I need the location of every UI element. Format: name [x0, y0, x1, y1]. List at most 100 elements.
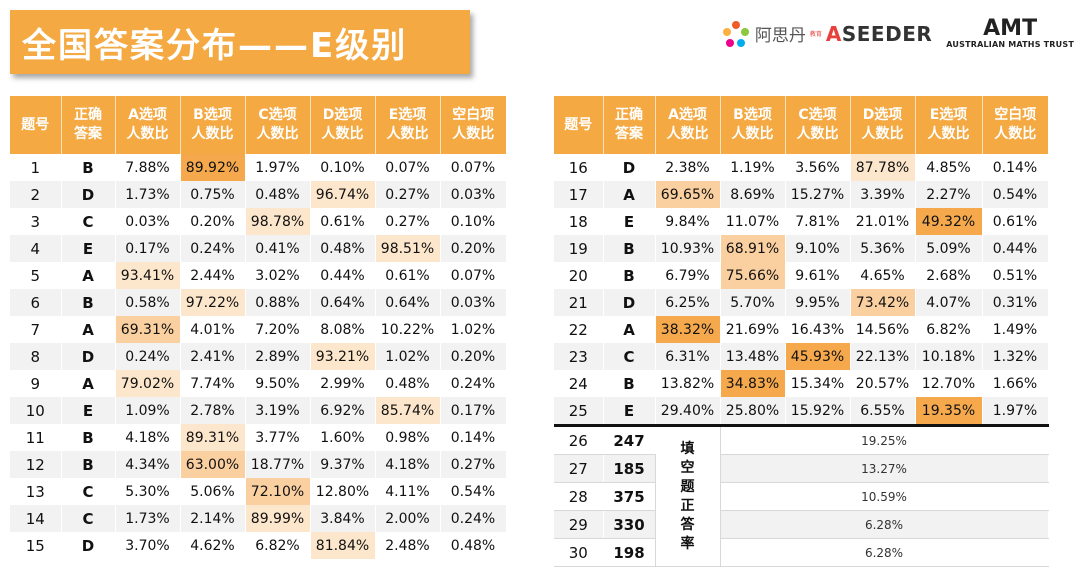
option-d-ratio: 14.56%	[850, 316, 916, 343]
option-d-ratio: 73.42%	[850, 289, 916, 316]
option-e-ratio: 19.35%	[915, 397, 983, 427]
option-e-ratio: 85.74%	[375, 397, 441, 424]
fill-correct-rate: 6.28%	[720, 510, 1049, 539]
option-blank-ratio: 0.20%	[440, 235, 507, 262]
question-number: 17	[554, 181, 604, 208]
header-num: 题号	[554, 96, 604, 154]
table-row: 15 D 3.70% 4.62% 6.82% 81.84% 2.48% 0.48%	[10, 532, 507, 559]
option-blank-ratio: 0.24%	[440, 505, 507, 532]
table-row: 3 C 0.03% 0.20% 98.78% 0.61% 0.27% 0.10%	[10, 208, 507, 235]
option-blank-ratio: 0.24%	[440, 370, 507, 397]
option-b-ratio: 0.20%	[180, 208, 246, 235]
answer-table-left: 题号 正确 答案 A选项 人数比 B选项 人数比 C选项 人数比 D选项 人数比 E选项人…	[10, 96, 507, 559]
option-blank-ratio: 0.20%	[440, 343, 507, 370]
table-row: 17 A 69.65% 8.69% 15.27% 3.39% 2.27% 0.54%	[554, 181, 1049, 208]
amt-logo: AMT AUSTRALIAN MATHS TRUST	[946, 18, 1074, 50]
question-number: 14	[10, 505, 62, 532]
fill-label-char: 正	[680, 497, 695, 514]
correct-answer: A	[603, 181, 656, 208]
option-e-ratio: 0.27%	[375, 181, 441, 208]
option-c-ratio: 7.20%	[245, 316, 311, 343]
table-row: 18 E 9.84% 11.07% 7.81% 21.01% 49.32% 0.61%	[554, 208, 1049, 235]
correct-answer: B	[61, 451, 116, 478]
fill-label-char: 题	[680, 478, 695, 495]
option-a-ratio: 0.17%	[115, 235, 181, 262]
fill-rate-label: 填空题正答率	[654, 425, 721, 567]
question-number: 6	[10, 289, 62, 316]
option-b-ratio: 1.19%	[720, 154, 786, 181]
option-blank-ratio: 0.48%	[440, 532, 507, 559]
option-b-ratio: 4.01%	[180, 316, 246, 343]
header-b: B选项 人数比	[180, 96, 246, 154]
header-c: C选项 人数比	[785, 96, 851, 154]
correct-answer: B	[61, 154, 116, 181]
logo-area: 阿思丹 教育 ASEEDER AMT AUSTRALIAN MATHS TRUS…	[721, 18, 1074, 49]
option-e-ratio: 0.98%	[375, 424, 441, 451]
correct-answer: C	[61, 208, 116, 235]
table-row: 12 B 4.34% 63.00% 18.77% 9.37% 4.18% 0.27%	[10, 451, 507, 478]
option-blank-ratio: 0.07%	[440, 262, 507, 289]
header-e: E选项 人数比	[375, 96, 441, 154]
fill-correct-rate: 10.59%	[720, 482, 1049, 511]
option-a-ratio: 1.09%	[115, 397, 181, 424]
option-e-ratio: 0.48%	[375, 370, 441, 397]
question-number: 24	[554, 370, 604, 397]
question-number: 19	[554, 235, 604, 262]
aseeder-flower-icon	[722, 20, 749, 47]
question-number: 22	[554, 316, 604, 343]
option-b-ratio: 34.83%	[720, 370, 786, 397]
question-number: 28	[554, 482, 604, 511]
correct-answer: B	[61, 289, 116, 316]
header-e: E选项 人数比	[915, 96, 983, 154]
question-number: 12	[10, 451, 62, 478]
aseeder-cn-name: 阿思丹	[754, 26, 806, 46]
question-number: 8	[10, 343, 62, 370]
option-blank-ratio: 0.03%	[440, 181, 507, 208]
option-a-ratio: 7.88%	[115, 154, 181, 181]
question-number: 10	[10, 397, 62, 424]
option-e-ratio: 2.00%	[375, 505, 441, 532]
correct-answer: C	[61, 505, 116, 532]
option-c-ratio: 1.97%	[245, 154, 311, 181]
option-blank-ratio: 0.14%	[440, 424, 507, 451]
option-d-ratio: 93.21%	[310, 343, 376, 370]
option-c-ratio: 0.41%	[245, 235, 311, 262]
question-number: 3	[10, 208, 62, 235]
option-d-ratio: 0.44%	[310, 262, 376, 289]
correct-answer: E	[603, 208, 656, 235]
table-row: 10 E 1.09% 2.78% 3.19% 6.92% 85.74% 0.17%	[10, 397, 507, 424]
question-number: 18	[554, 208, 604, 235]
question-number: 15	[10, 532, 62, 559]
option-a-ratio: 9.84%	[655, 208, 721, 235]
table-row: 20 B 6.79% 75.66% 9.61% 4.65% 2.68% 0.51%	[554, 262, 1049, 289]
option-c-ratio: 6.82%	[245, 532, 311, 559]
option-b-ratio: 75.66%	[720, 262, 786, 289]
option-c-ratio: 0.88%	[245, 289, 311, 316]
correct-answer: E	[61, 235, 116, 262]
option-e-ratio: 0.61%	[375, 262, 441, 289]
option-b-ratio: 13.48%	[720, 343, 786, 370]
option-b-ratio: 25.80%	[720, 397, 786, 427]
page-title: 全国答案分布——E级别	[22, 25, 408, 66]
table-row: 1 B 7.88% 89.92% 1.97% 0.10% 0.07% 0.07%	[10, 154, 507, 181]
option-b-ratio: 63.00%	[180, 451, 246, 478]
fill-row: 27 185 13.27%	[554, 454, 1049, 483]
correct-answer: E	[61, 397, 116, 424]
correct-answer: B	[61, 424, 116, 451]
option-a-ratio: 0.03%	[115, 208, 181, 235]
option-a-ratio: 6.31%	[655, 343, 721, 370]
header-row: 题号 正确 答案 A选项 人数比 B选项 人数比 C选项 人数比 D选项 人数比 E选项人…	[10, 96, 506, 154]
option-b-ratio: 7.74%	[180, 370, 246, 397]
option-blank-ratio: 0.17%	[440, 397, 507, 424]
header-row: 题号 正确 答案 A选项 人数比 B选项 人数比 C选项 人数比 D选项 人数比 E选项人…	[554, 96, 1048, 154]
option-c-ratio: 3.77%	[245, 424, 311, 451]
option-b-ratio: 0.24%	[180, 235, 246, 262]
option-blank-ratio: 1.49%	[982, 316, 1049, 343]
question-number: 27	[554, 454, 604, 483]
option-blank-ratio: 0.14%	[982, 154, 1049, 181]
option-b-ratio: 5.06%	[180, 478, 246, 505]
option-e-ratio: 4.85%	[915, 154, 983, 181]
correct-answer: C	[61, 478, 116, 505]
option-a-ratio: 29.40%	[655, 397, 721, 427]
option-a-ratio: 79.02%	[115, 370, 181, 397]
